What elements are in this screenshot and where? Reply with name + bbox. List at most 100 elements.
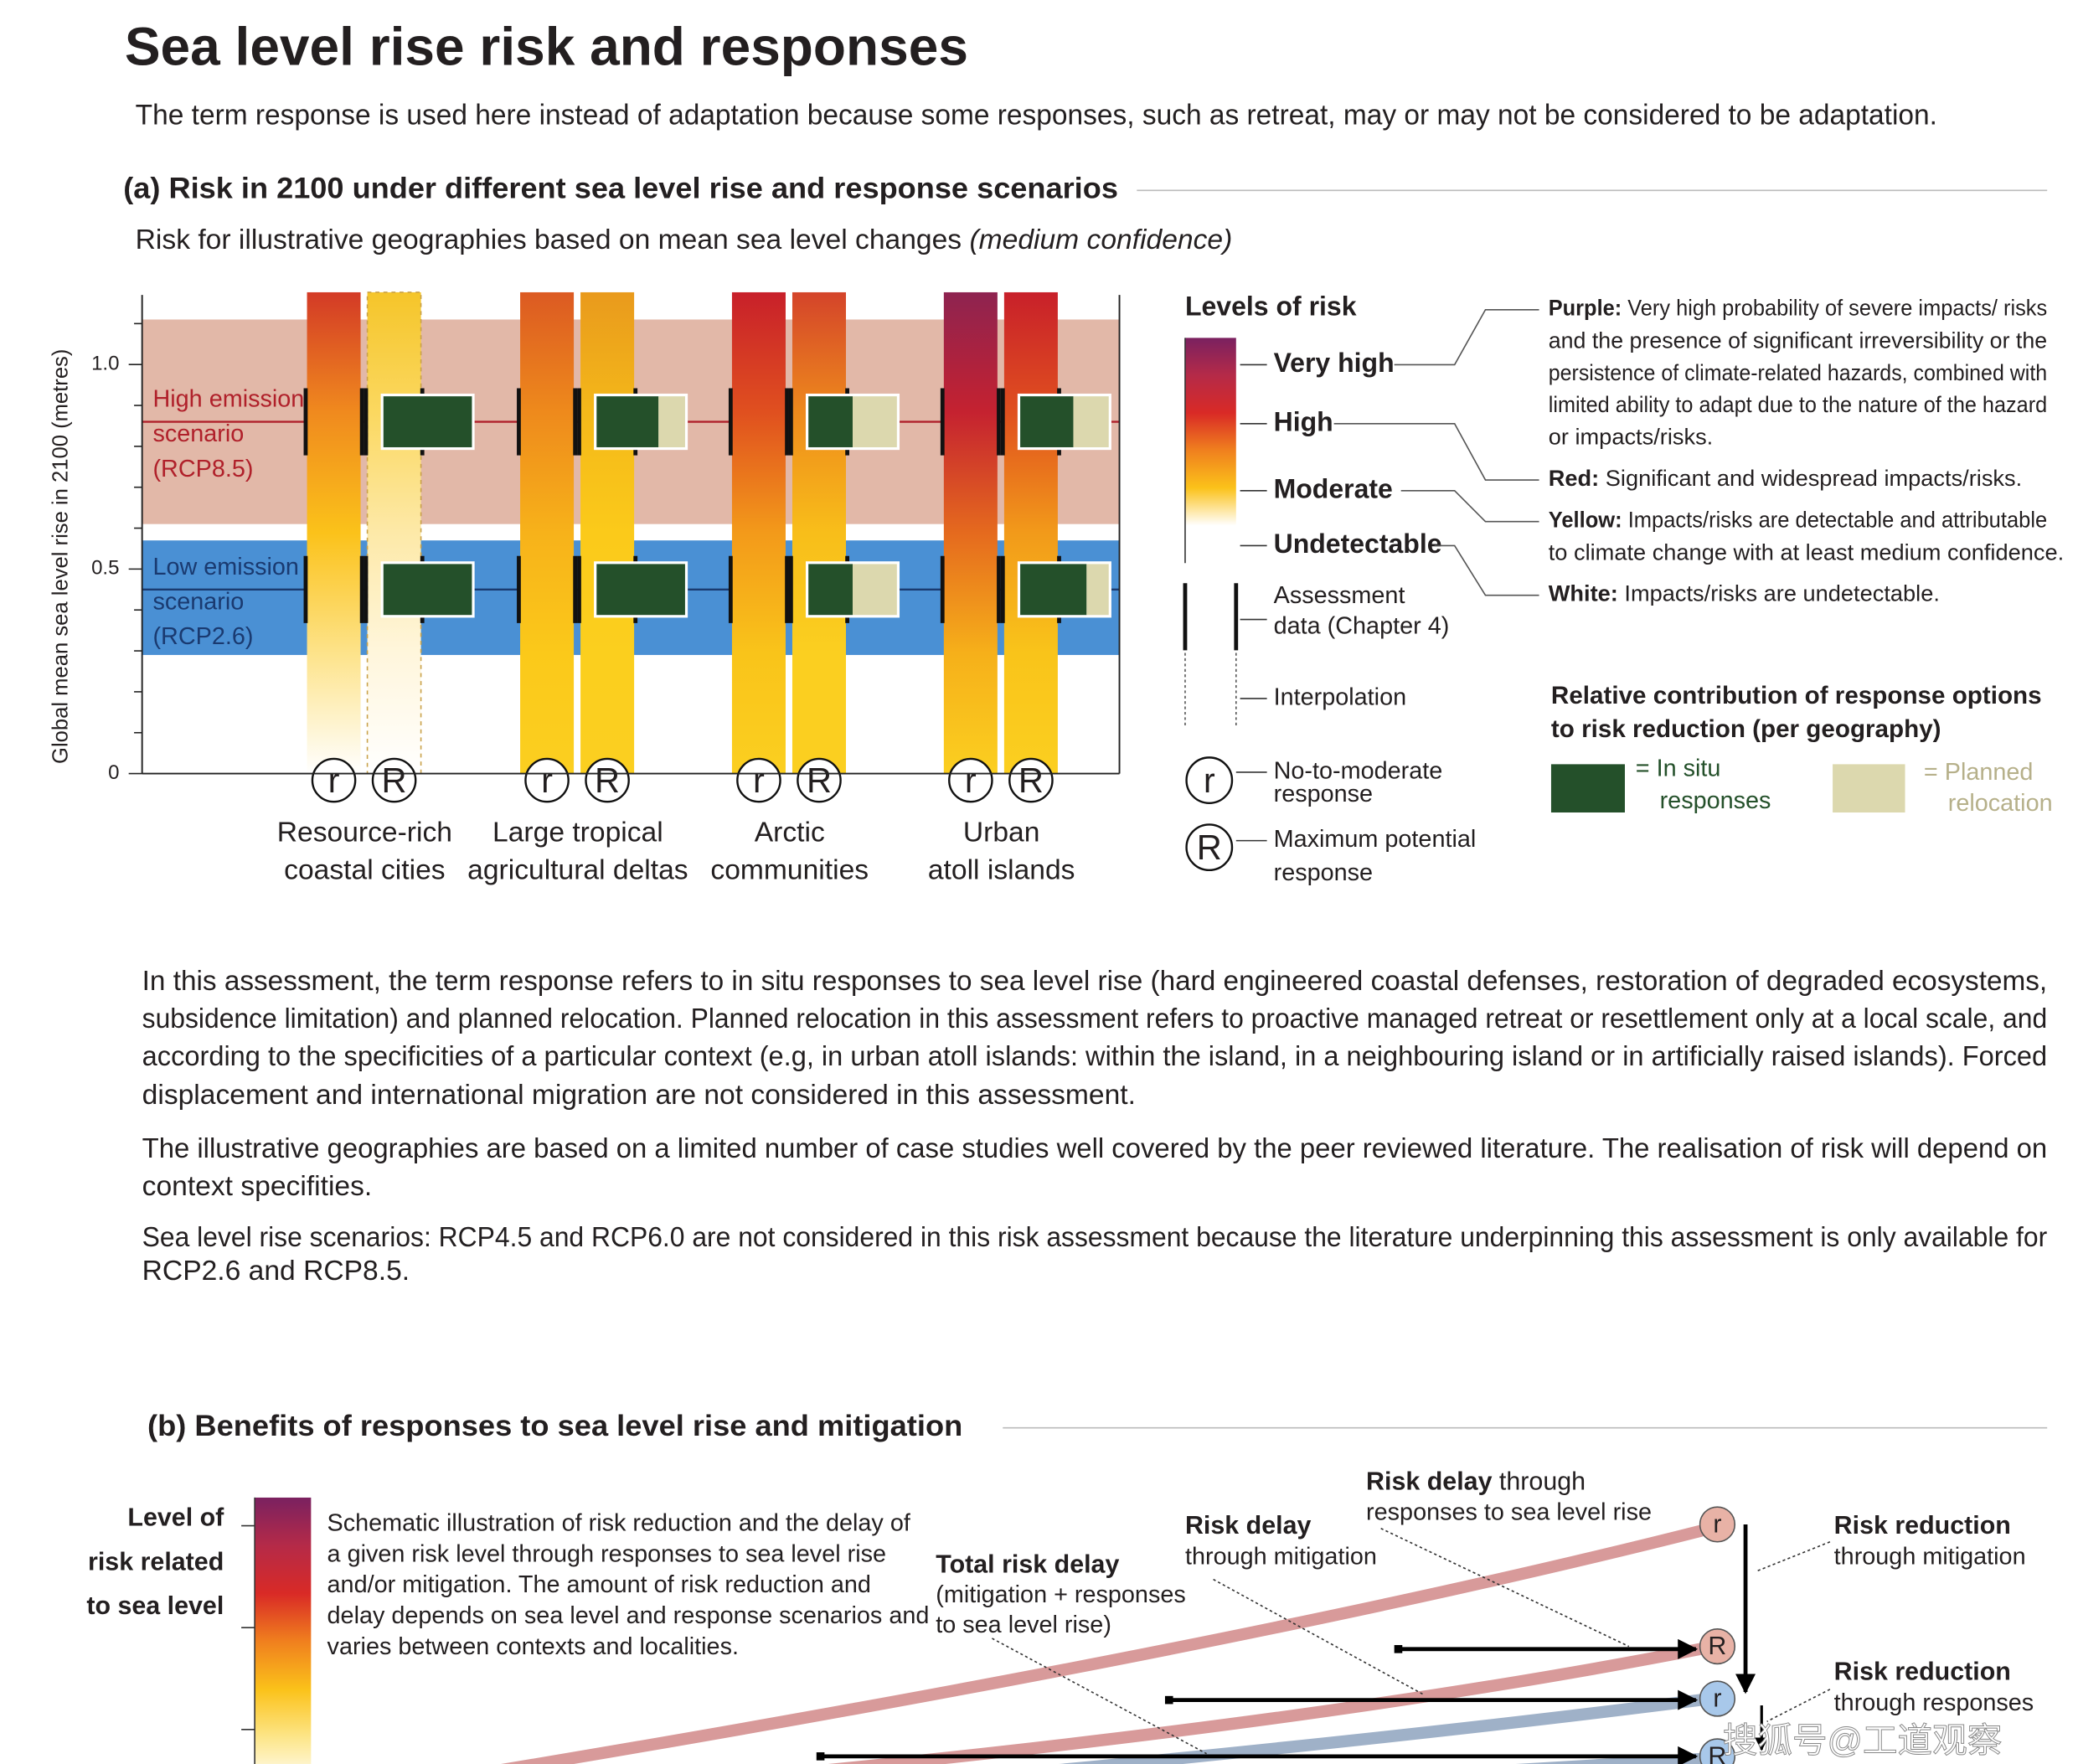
note-line: displacement and international migration… xyxy=(142,1080,1136,1111)
level-label: Very high xyxy=(1274,348,1395,378)
annotation-line: (mitigation + responses xyxy=(936,1581,1186,1608)
in-situ-share xyxy=(1020,564,1087,616)
annotation-bold: Risk delay xyxy=(1185,1511,1312,1540)
response-symbol: R xyxy=(382,761,407,800)
response-circle xyxy=(585,757,630,803)
level-color-name: Purple: xyxy=(1549,295,1622,321)
response-circle xyxy=(1008,757,1054,803)
geography-label: communities xyxy=(710,854,869,885)
description-line: varies between contexts and localities. xyxy=(327,1633,739,1660)
response-label: No-to-moderate xyxy=(1274,758,1443,785)
plot-b: Level of risk related to sea level Schemati… xyxy=(86,1467,2034,1764)
relocation-share xyxy=(1086,564,1109,616)
legend-a: Levels of risk Very high Purple: Very high… xyxy=(1183,291,2064,886)
response-circle xyxy=(1185,756,1234,805)
end-marker xyxy=(1699,1738,1736,1764)
legend-title: Levels of risk xyxy=(1185,291,1357,322)
note-line: RCP2.6 and RCP8.5. xyxy=(142,1256,410,1287)
response-label: response xyxy=(1274,781,1373,807)
end-marker xyxy=(1699,1506,1736,1543)
annotation-line: through mitigation xyxy=(1185,1544,1377,1571)
title: Sea level rise risk and responses xyxy=(125,17,968,77)
colorbar-label: to sea level xyxy=(86,1591,224,1620)
level-color-name: Red: xyxy=(1549,465,1599,491)
note-line: according to the specificities of a part… xyxy=(142,1041,2048,1072)
level-connector xyxy=(1333,423,1539,481)
level-description-text: Significant and widespread impacts/risks… xyxy=(1606,465,2022,491)
risk-column xyxy=(307,291,361,774)
end-marker-symbol: r xyxy=(1713,1684,1721,1713)
plot-a: High emission scenario (RCP8.5) Low emissio… xyxy=(91,291,1121,885)
geography-label: Resource-rich xyxy=(277,817,452,848)
colorbar-label: risk related xyxy=(88,1547,224,1576)
level-label: Undetectable xyxy=(1274,529,1442,559)
description-line: Schematic illustration of risk reduction… xyxy=(327,1510,911,1537)
response-circle xyxy=(371,757,417,803)
level-description: limited ability to adapt due to the natu… xyxy=(1549,391,2047,417)
scenario-label: Low emission xyxy=(152,554,298,580)
watermark: 搜狐号@工道观察 xyxy=(1723,1720,2003,1760)
relocation-share xyxy=(1073,396,1109,447)
response-legend-title: Relative contribution of response option… xyxy=(1551,682,2042,709)
scenario-label: (RCP2.6) xyxy=(152,623,253,650)
scenario-label: (RCP8.5) xyxy=(152,456,253,482)
in-situ-share xyxy=(596,396,659,447)
response-symbol: r xyxy=(753,761,765,800)
arrow-start xyxy=(1394,1645,1403,1653)
scenario-label: scenario xyxy=(152,588,244,615)
planned-label: relocation xyxy=(1948,790,2053,817)
level-description: Red: Significant and widespread impacts/… xyxy=(1549,465,2022,491)
response-circle xyxy=(311,757,357,803)
response-label: Maximum potential xyxy=(1274,826,1477,853)
panel-a-heading: (a) Risk in 2100 under different sea lev… xyxy=(123,173,1118,205)
response-symbol: r xyxy=(1204,761,1215,800)
end-marker xyxy=(1699,1680,1736,1717)
end-marker xyxy=(1699,1627,1736,1665)
geography-label: Large tropical xyxy=(492,817,663,848)
level-color-name: White: xyxy=(1549,580,1618,606)
response-circle xyxy=(524,757,570,803)
response-circle xyxy=(948,757,993,803)
response-circle xyxy=(1185,823,1234,872)
risk-column xyxy=(731,291,786,774)
level-description: Purple: Very high probability of severe … xyxy=(1549,295,2047,321)
level-color-name: Yellow: xyxy=(1549,507,1622,533)
panel-a-caption: Risk for illustrative geographies based … xyxy=(136,224,1233,255)
risk-column xyxy=(943,291,998,774)
level-label: High xyxy=(1274,406,1333,436)
panel-b-heading: (b) Benefits of responses to sea level r… xyxy=(147,1410,962,1442)
level-connector xyxy=(1400,490,1539,523)
y-tick-label: 0 xyxy=(108,761,119,784)
annotation-line: through responses xyxy=(1834,1689,2034,1716)
y-tick-label: 0.5 xyxy=(91,557,119,580)
level-description-text: Very high probability of severe impacts/… xyxy=(1627,295,2047,321)
annotation-line: through mitigation xyxy=(1834,1544,2026,1571)
response-legend-title: to risk reduction (per geography) xyxy=(1551,715,1941,743)
geography-label: Urban xyxy=(963,817,1040,848)
description-line: a given risk level through responses to … xyxy=(327,1540,886,1567)
in-situ-share xyxy=(808,564,853,616)
level-label: Moderate xyxy=(1274,473,1393,503)
arrow-start xyxy=(1164,1695,1173,1705)
geography-label: coastal cities xyxy=(284,854,445,885)
response-label: response xyxy=(1274,859,1373,886)
response-symbol: R xyxy=(595,761,620,800)
in-situ-label: responses xyxy=(1660,787,1771,814)
response-symbol: R xyxy=(807,761,832,800)
interpolation-label: Interpolation xyxy=(1274,684,1406,711)
annotation-title: Risk reduction xyxy=(1834,1658,2011,1686)
in-situ-share xyxy=(596,564,685,616)
response-symbol: r xyxy=(328,761,340,800)
relocation-share xyxy=(658,396,685,447)
in-situ-share xyxy=(1020,396,1074,447)
annotation-bold: Risk reduction xyxy=(1834,1511,2011,1540)
risk-column xyxy=(366,291,422,775)
in-situ-swatch xyxy=(1550,764,1625,813)
note-line: subsidence limitation) and planned reloc… xyxy=(142,1003,2048,1034)
response-symbol: R xyxy=(1197,828,1222,867)
planned-label: = Planned xyxy=(1924,759,2034,786)
annotation-title: Total risk delay xyxy=(936,1550,1119,1579)
geography-label: Arctic xyxy=(755,817,825,848)
scenario-label: High emission xyxy=(152,386,304,413)
